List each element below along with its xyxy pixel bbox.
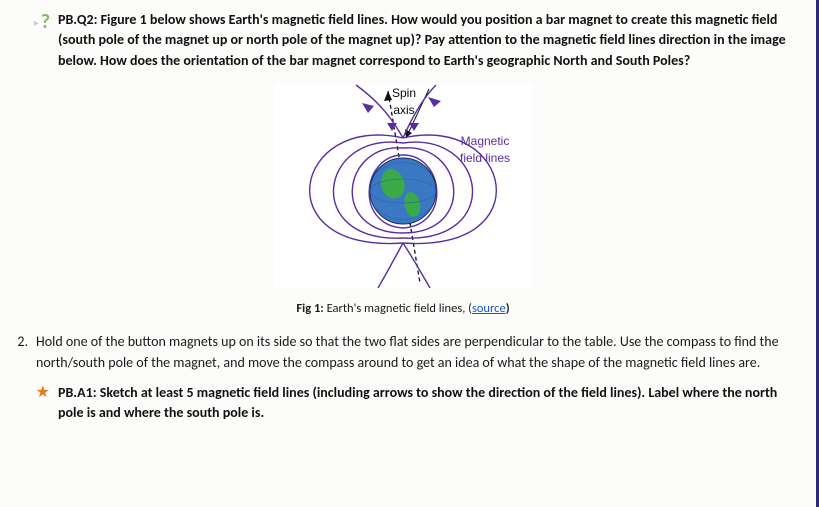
figure-caption: Fig 1: Earth's magnetic field lines, (so…: [8, 300, 798, 318]
answer-block: ★ PB.A1: Sketch at least 5 magnetic fiel…: [8, 383, 798, 424]
figure-caption-close: ): [506, 301, 510, 316]
figure-title: Fig 1:: [296, 301, 323, 316]
spin-axis-label-l2: axis: [392, 102, 416, 119]
field-lines-label: Magnetic field lines: [460, 133, 510, 168]
figure-diagram: Spin axis Magnetic field lines: [274, 83, 532, 288]
question-block: ▸ ? PB.Q2: Figure 1 below shows Earth's …: [8, 10, 798, 71]
question-gutter: ▸ ?: [8, 10, 58, 71]
figure-caption-text: Earth's magnetic field lines, (: [324, 301, 472, 316]
question-text: PB.Q2: Figure 1 below shows Earth's magn…: [58, 10, 798, 71]
field-lines-label-l2: field lines: [460, 150, 510, 167]
question-mark-icon: ?: [41, 12, 50, 71]
spin-axis-label: Spin axis: [392, 85, 416, 120]
step-text: Hold one of the button magnets up on its…: [36, 332, 798, 373]
spin-axis-label-l1: Spin: [392, 85, 416, 102]
answer-text: PB.A1: Sketch at least 5 magnetic field …: [58, 383, 798, 424]
field-lines-label-l1: Magnetic: [460, 133, 510, 150]
step-number: 2.: [8, 332, 36, 373]
flag-icon: ▸: [34, 16, 39, 71]
star-icon: ★: [36, 383, 50, 424]
figure-container: Spin axis Magnetic field lines Fig 1: Ea…: [8, 83, 798, 318]
source-link[interactable]: source: [472, 301, 506, 316]
answer-gutter: ★: [8, 383, 58, 424]
step-row: 2. Hold one of the button magnets up on …: [8, 332, 798, 373]
